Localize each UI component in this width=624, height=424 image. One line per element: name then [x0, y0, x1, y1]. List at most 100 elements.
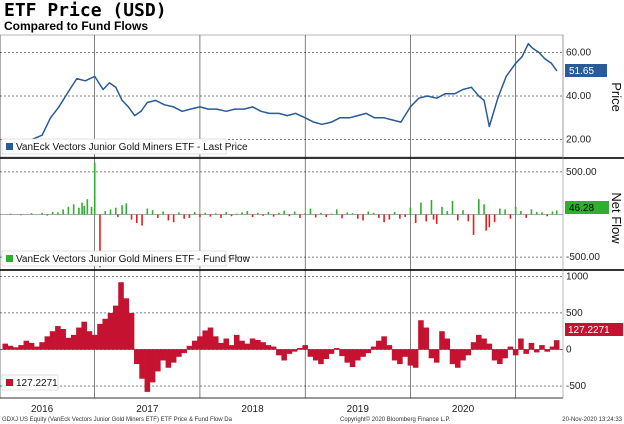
price-point: [76, 77, 78, 80]
y-tick-label: 40.00: [566, 91, 591, 102]
flow-bar: [117, 214, 119, 218]
hist-bar: [144, 349, 151, 392]
hist-bar: [497, 349, 503, 365]
flow-bar: [325, 214, 328, 218]
hist-bar: [49, 331, 56, 350]
footer-right: 20-Nov-2020 13:24:33: [562, 417, 622, 423]
price-legend-label: VanEck Vectors Junior Gold Miners ETF - …: [16, 142, 248, 153]
hist-bar: [502, 349, 508, 359]
flow-bar: [341, 214, 343, 219]
price-point: [295, 112, 297, 115]
flow-bar: [90, 206, 93, 215]
hist-bar: [60, 329, 66, 350]
flow-bar: [446, 211, 449, 215]
price-point: [321, 123, 323, 125]
hist-bar: [223, 338, 230, 350]
flow-bar: [499, 208, 501, 215]
price-point: [436, 97, 438, 99]
hist-bar: [523, 349, 529, 354]
flow-bar: [451, 200, 454, 215]
hist-bar: [218, 342, 224, 350]
flow-bar: [167, 214, 170, 221]
price-point: [531, 47, 534, 49]
price-point: [260, 110, 262, 112]
flow-bar: [188, 214, 191, 218]
flow-bar: [462, 210, 464, 215]
hist-last-value-box: [565, 323, 623, 336]
hist-bar: [512, 349, 519, 356]
flow-bar: [435, 214, 438, 224]
hist-bar: [202, 330, 208, 350]
hist-bar: [86, 331, 93, 350]
flow-bar: [414, 214, 417, 224]
flow-bar: [157, 214, 159, 218]
hist-bar: [107, 312, 114, 350]
price-point: [225, 110, 227, 112]
hist-bar: [381, 336, 387, 350]
hist-bar: [428, 349, 435, 359]
hist-bar: [28, 342, 35, 350]
flow-bar: [351, 213, 354, 215]
flow-bar: [178, 212, 180, 215]
hist-bar: [270, 346, 277, 350]
hist-bar: [402, 349, 408, 357]
hist-bar: [233, 334, 240, 350]
hist-bar: [123, 298, 130, 350]
flow-bar: [151, 210, 154, 215]
hist-legend-swatch: [6, 379, 13, 386]
hist-bar: [260, 342, 266, 350]
price-point: [49, 117, 52, 119]
flow-bar: [520, 211, 522, 215]
hist-bar: [139, 349, 145, 379]
hist-last-value: 127.2271: [568, 325, 610, 336]
chart-title: ETF Price (USD): [4, 0, 167, 21]
flow-bar: [420, 202, 422, 215]
price-point: [173, 106, 175, 108]
flow-bar: [314, 214, 317, 218]
price-last-value: 51.65: [569, 66, 594, 77]
flow-bar: [93, 162, 96, 215]
flow-bar: [525, 214, 527, 218]
hist-bar: [176, 349, 182, 357]
price-point: [41, 134, 43, 136]
hist-bar: [212, 336, 219, 350]
price-point: [400, 121, 402, 123]
price-point: [304, 117, 306, 119]
hist-bar: [149, 349, 156, 383]
flow-bar: [514, 206, 517, 215]
flow-axis-title: Net Flow: [609, 192, 624, 244]
flow-last-value: 46.28: [569, 203, 594, 214]
flow-bar: [81, 202, 83, 215]
flow-bar: [288, 214, 291, 217]
hist-bar: [454, 349, 461, 368]
hist-bar: [544, 349, 550, 352]
price-point: [84, 80, 86, 82]
flow-bar: [78, 207, 80, 215]
hist-bar: [55, 326, 61, 350]
y-tick-label: 0: [566, 344, 572, 355]
price-point: [556, 70, 558, 72]
price-point: [330, 121, 333, 123]
hist-bar: [70, 334, 77, 350]
hist-bar: [291, 349, 298, 352]
price-point: [538, 51, 540, 54]
price-point: [374, 117, 376, 119]
price-point: [418, 97, 420, 99]
hist-bar: [160, 349, 166, 361]
flow-bar: [488, 214, 491, 228]
flow-bar: [320, 212, 322, 215]
y-tick-label: -500.00: [566, 252, 600, 263]
x-tick-label: 2020: [452, 404, 475, 415]
hist-bar: [360, 349, 366, 357]
flow-bar: [241, 212, 243, 215]
hist-bar: [244, 343, 251, 350]
price-point: [348, 117, 350, 119]
hist-bar: [39, 342, 45, 350]
hist-bar: [23, 340, 30, 350]
price-point: [462, 88, 464, 91]
flow-bar: [362, 214, 364, 221]
hist-bar: [318, 349, 324, 365]
flow-bar: [272, 214, 275, 217]
price-point: [444, 93, 446, 95]
